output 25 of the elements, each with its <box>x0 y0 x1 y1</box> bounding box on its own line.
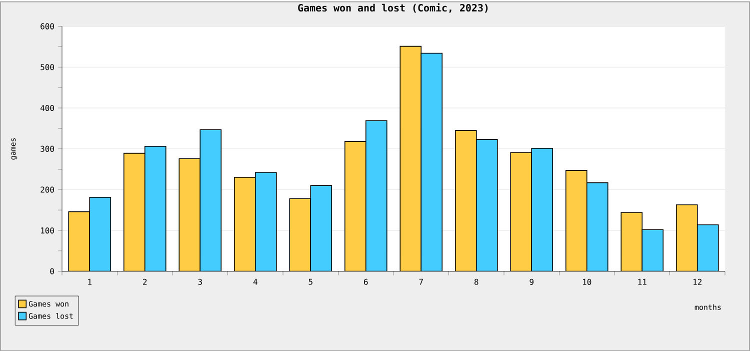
bar <box>200 129 222 272</box>
bar <box>676 204 698 272</box>
bar <box>510 152 532 272</box>
bar <box>531 148 554 272</box>
bar <box>586 182 608 272</box>
bar <box>642 229 664 272</box>
bar <box>234 176 256 272</box>
bar <box>89 196 112 272</box>
bar <box>344 140 366 272</box>
chart-title: Games won and lost (Comic, 2023) <box>298 3 488 13</box>
bar <box>254 172 277 272</box>
bar <box>365 120 388 272</box>
bar <box>144 146 166 272</box>
bar <box>476 138 498 272</box>
bar <box>178 158 201 272</box>
bar <box>696 224 719 272</box>
bar <box>310 185 332 272</box>
bar <box>123 152 146 272</box>
bar <box>420 52 443 272</box>
bar <box>620 212 643 272</box>
bar <box>400 46 422 272</box>
bar <box>454 130 477 272</box>
bar <box>565 170 588 272</box>
bar <box>289 198 312 272</box>
bar <box>68 211 90 272</box>
